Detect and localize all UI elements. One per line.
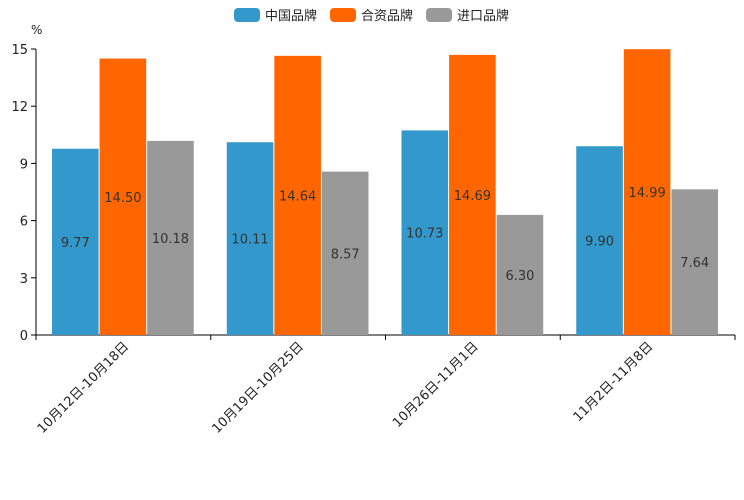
- bar-value-label: 14.99: [629, 186, 666, 201]
- bar-labels: 9.77 10.11 10.73 9.90 14.50 14.64 14.69 14.99 10…: [61, 186, 709, 284]
- y-tick-label: 12: [11, 100, 28, 115]
- y-tick-label: 9: [20, 157, 28, 172]
- x-category-label: 10月19日-10月25日: [209, 339, 306, 436]
- y-axis: 0 3 6 9 12 15: [11, 43, 37, 344]
- bar-value-label: 9.90: [585, 235, 614, 250]
- bar-value-label: 10.11: [231, 233, 268, 248]
- bar: [226, 142, 274, 335]
- x-category-label: 11月2日-11月8日: [571, 339, 657, 425]
- bar: [576, 146, 623, 335]
- legend-swatch: [426, 8, 452, 22]
- y-axis-unit: %: [31, 23, 42, 37]
- legend: 中国品牌 合资品牌 进口品牌: [234, 8, 509, 24]
- bar-value-label: 7.64: [680, 256, 709, 271]
- x-category-label: 10月12日-10月18日: [35, 339, 132, 436]
- bar: [99, 58, 147, 336]
- bar-value-label: 10.73: [406, 227, 443, 242]
- legend-label: 合资品牌: [361, 8, 413, 24]
- bar-value-label: 9.77: [61, 236, 90, 251]
- bar: [274, 55, 321, 335]
- bar-value-label: 6.30: [505, 269, 534, 284]
- bar-value-label: 14.50: [104, 191, 141, 206]
- y-tick-label: 3: [20, 272, 28, 287]
- legend-label: 进口品牌: [457, 8, 509, 24]
- legend-label: 中国品牌: [265, 8, 317, 24]
- bars: [52, 49, 718, 336]
- y-tick-label: 6: [20, 215, 28, 230]
- legend-swatch: [234, 8, 260, 22]
- bar: [52, 148, 99, 335]
- bar: [623, 49, 671, 335]
- y-tick-label: 15: [11, 43, 28, 58]
- bar: [401, 130, 449, 335]
- bar: [449, 54, 496, 335]
- bar: [321, 171, 369, 335]
- y-tick-label: 0: [20, 329, 28, 344]
- bar-value-label: 14.64: [279, 189, 316, 204]
- x-axis: 10月12日-10月18日 10月19日-10月25日 10月26日-11月1日 11…: [35, 334, 736, 437]
- bar-value-label: 8.57: [331, 247, 360, 262]
- legend-swatch: [330, 8, 356, 22]
- bar-value-label: 10.18: [152, 232, 189, 247]
- bar: [496, 214, 544, 335]
- bar: [147, 140, 194, 335]
- x-category-label: 10月26日-11月1日: [390, 339, 482, 431]
- bar: [671, 189, 718, 335]
- bar-value-label: 14.69: [454, 189, 491, 204]
